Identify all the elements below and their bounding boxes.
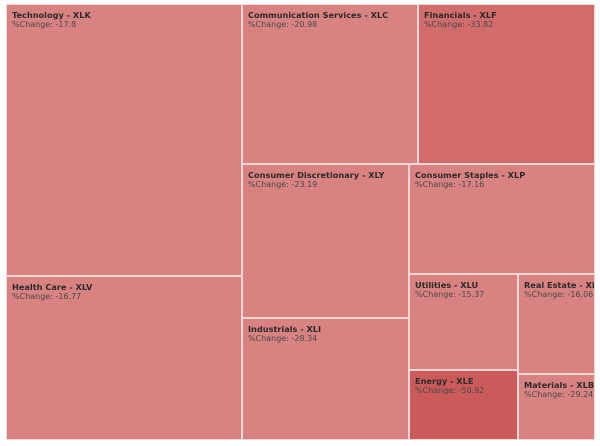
tile-label: Materials - XLB bbox=[524, 380, 595, 390]
treemap-tile[interactable]: Materials - XLB %Change: -29.24 bbox=[518, 374, 595, 440]
tile-percent-change: %Change: -50.92 bbox=[415, 386, 485, 395]
tile-label: Technology - XLK bbox=[12, 10, 91, 20]
tile-percent-change: %Change: -16.77 bbox=[12, 292, 82, 301]
tile-percent-change: %Change: -20.98 bbox=[248, 20, 318, 29]
tile-label: Energy - XLE bbox=[415, 376, 474, 386]
tile-label: Consumer Staples - XLP bbox=[415, 170, 526, 180]
tile-label: Utilities - XLU bbox=[415, 280, 479, 290]
tile-percent-change: %Change: -29.24 bbox=[524, 390, 594, 399]
tile-label: Real Estate - XLRE bbox=[524, 280, 594, 290]
treemap-tile[interactable]: Health Care - XLV %Change: -16.77 bbox=[6, 276, 242, 440]
treemap-tile[interactable]: Real Estate - XLRE%Change: -16.06 bbox=[518, 274, 595, 374]
treemap-tile[interactable]: Communication Services - XLC %Change: -20… bbox=[242, 4, 418, 164]
tile-label: Industrials - XLI bbox=[248, 324, 322, 334]
tile-percent-change: %Change: -28.34 bbox=[248, 334, 318, 343]
tile-percent-change: %Change: -17.16 bbox=[415, 180, 485, 189]
tile-percent-change: %Change: -17.8 bbox=[12, 20, 77, 29]
treemap-tile[interactable]: Industrials - XLI %Change: -28.34 bbox=[242, 318, 409, 440]
tile-percent-change: %Change: -15.37 bbox=[415, 290, 485, 299]
treemap-tile[interactable]: Technology - XLK %Change: -17.8 bbox=[6, 4, 242, 276]
treemap-tile[interactable]: Energy - XLE %Change: -50.92 bbox=[409, 370, 518, 440]
treemap-tile[interactable]: Consumer Staples - XLP %Change: -17.16 bbox=[409, 164, 595, 274]
tile-label: Consumer Discretionary - XLY bbox=[248, 170, 385, 180]
tile-percent-change: %Change: -33.82 bbox=[424, 20, 494, 29]
tile-label: Health Care - XLV bbox=[12, 282, 93, 292]
tile-label: Financials - XLF bbox=[424, 10, 497, 20]
treemap-tile[interactable]: Financials - XLF %Change: -33.82 bbox=[418, 4, 595, 164]
tile-percent-change: %Change: -23.19 bbox=[248, 180, 318, 189]
tile-percent-change: %Change: -16.06 bbox=[524, 290, 594, 299]
treemap-tile[interactable]: Utilities - XLU %Change: -15.37 bbox=[409, 274, 518, 370]
tile-label: Communication Services - XLC bbox=[248, 10, 389, 20]
treemap-tile[interactable]: Consumer Discretionary - XLY %Change: -23… bbox=[242, 164, 409, 318]
